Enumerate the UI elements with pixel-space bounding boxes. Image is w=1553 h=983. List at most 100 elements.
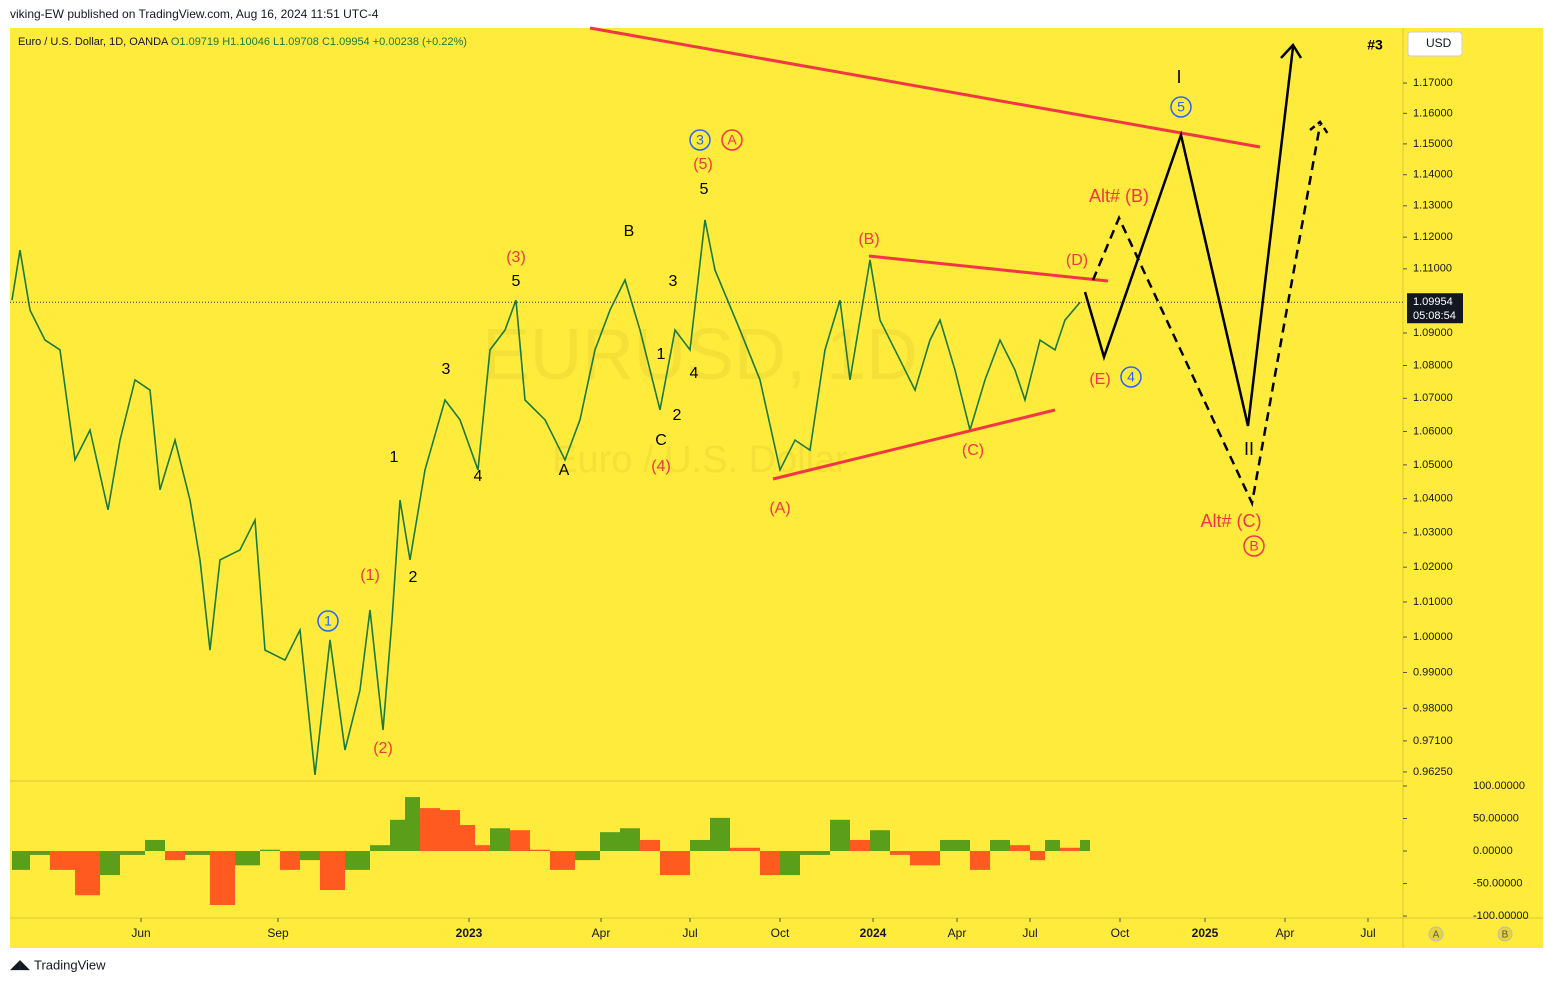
wave-label: 5 <box>700 181 709 198</box>
wave-circle <box>721 129 743 151</box>
osc-bar <box>910 851 940 866</box>
wave-circle <box>1243 535 1265 557</box>
scale-button[interactable] <box>1497 926 1513 942</box>
currency-box[interactable] <box>1407 31 1463 57</box>
wave-label: 1 <box>390 449 399 466</box>
osc-bar <box>165 851 185 861</box>
osc-bar <box>1080 839 1090 852</box>
y-tick-label: 1.05000 <box>1413 459 1453 471</box>
y-tick-label: 1.00000 <box>1413 631 1453 643</box>
trendline <box>868 254 1109 283</box>
osc-bar <box>640 839 660 852</box>
osc-bar <box>575 851 600 861</box>
ohlc: C1.09954 <box>321 36 370 48</box>
y-tick-label: 0.98000 <box>1413 702 1453 714</box>
scale-button-label[interactable]: A <box>1433 930 1440 941</box>
osc-bar <box>420 808 440 852</box>
osc-bar <box>320 851 345 891</box>
y-tick-label: 1.13000 <box>1413 200 1453 212</box>
x-tick-label: Sep <box>267 926 289 940</box>
osc-bar <box>260 849 280 852</box>
wave-label: 2 <box>409 569 418 586</box>
wave-label: 3 <box>696 132 704 148</box>
trendline <box>589 26 1261 149</box>
wave-label: 2 <box>673 407 682 424</box>
x-tick-label: 2023 <box>456 926 483 940</box>
osc-bar <box>1010 845 1030 852</box>
osc-bar <box>510 830 530 852</box>
footer: TradingView <box>34 957 106 972</box>
y-tick-label: -50.00000 <box>1473 877 1523 889</box>
watermark: EURUSD, 1D <box>482 315 918 395</box>
osc-bar <box>620 828 640 852</box>
osc-bar <box>345 851 370 870</box>
projection <box>1083 46 1295 427</box>
wave-label: A <box>559 462 570 479</box>
trendlines <box>589 26 1261 481</box>
ohlc: H1.10046 <box>222 36 270 48</box>
y-tick-label: 100.00000 <box>1473 780 1525 792</box>
osc-bar <box>850 839 870 852</box>
symbol: Euro / U.S. Dollar, 1D, OANDA <box>18 36 168 48</box>
y-tick-label: 1.17000 <box>1413 77 1453 89</box>
arrowhead <box>1280 42 1303 59</box>
ohlc: L1.09708 <box>273 36 319 48</box>
wave-label: 3 <box>442 361 451 378</box>
wave-label: Alt# (C) <box>1200 511 1261 531</box>
x-tick-label: Jul <box>682 926 697 940</box>
scale-button[interactable] <box>1428 926 1444 942</box>
x-tick-label: Jul <box>1360 926 1375 940</box>
osc-bar <box>490 828 510 852</box>
countdown: 05:08:54 <box>1413 310 1456 322</box>
osc-bar <box>710 817 730 852</box>
osc-bar <box>390 819 405 852</box>
wave-circle <box>317 610 339 632</box>
wave-label: (B) <box>858 231 879 248</box>
x-tick-label: Oct <box>771 926 790 940</box>
osc-bar <box>300 851 320 861</box>
osc-bar <box>235 851 260 866</box>
y-tick-label: 1.09000 <box>1413 327 1453 339</box>
wave-label: 4 <box>1127 369 1135 385</box>
wave-label: C <box>655 432 667 449</box>
wave-label: II <box>1244 439 1254 459</box>
wave-circle <box>689 129 711 151</box>
y-tick-label: 0.96250 <box>1413 766 1453 778</box>
osc-bar <box>145 839 165 852</box>
wave-label: (D) <box>1066 252 1088 269</box>
wave-label: 4 <box>474 468 483 485</box>
y-tick-label: 0.97100 <box>1413 735 1453 747</box>
osc-bar <box>405 797 420 852</box>
osc-bar <box>280 851 300 870</box>
osc-bar <box>1030 851 1045 861</box>
wave-circle <box>1120 366 1142 388</box>
osc-bar <box>970 851 990 870</box>
osc-bar <box>780 851 800 876</box>
publisher: viking-EW published on TradingView.com, … <box>10 7 379 21</box>
currency[interactable]: USD <box>1426 36 1452 50</box>
wave-label: 1 <box>657 346 666 363</box>
change: +0.00238 (+0.22%) <box>372 36 467 48</box>
x-tick-label: 2025 <box>1192 926 1219 940</box>
osc-bar <box>210 851 235 905</box>
wave-label: (C) <box>962 442 984 459</box>
price-line <box>11 219 1081 775</box>
osc-bar <box>440 810 460 852</box>
x-tick-label: Apr <box>1276 926 1295 940</box>
y-tick-label: 0.99000 <box>1413 666 1453 678</box>
y-tick-label: 1.16000 <box>1413 107 1453 119</box>
scale-button-label[interactable]: B <box>1502 930 1509 941</box>
osc-bar <box>75 851 100 896</box>
osc-bar <box>760 851 780 876</box>
arrowhead <box>1309 120 1330 135</box>
osc-bar <box>660 851 690 876</box>
osc-bar <box>30 851 50 855</box>
y-tick-label: 1.06000 <box>1413 425 1453 437</box>
y-tick-label: 1.14000 <box>1413 169 1453 181</box>
osc-bar <box>100 851 120 876</box>
osc-bar <box>475 845 490 852</box>
osc-bar <box>460 825 475 852</box>
wave-label: 5 <box>1177 99 1185 115</box>
wave-label: (A) <box>769 500 790 517</box>
